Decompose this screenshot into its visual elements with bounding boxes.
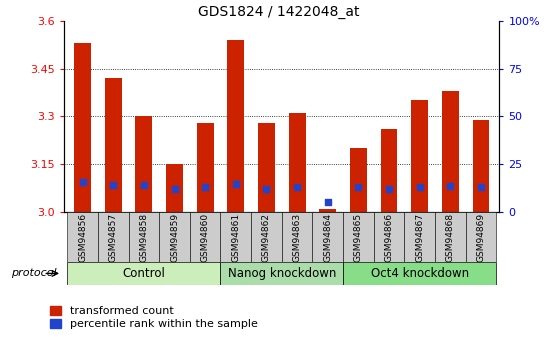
Point xyxy=(354,185,363,190)
Bar xyxy=(251,212,282,262)
Bar xyxy=(405,212,435,262)
Bar xyxy=(312,212,343,262)
Text: GSM94861: GSM94861 xyxy=(232,213,240,262)
Bar xyxy=(282,212,312,262)
Text: GSM94863: GSM94863 xyxy=(292,213,302,262)
Text: GSM94857: GSM94857 xyxy=(109,213,118,262)
Point xyxy=(109,183,118,188)
Bar xyxy=(67,262,220,285)
Bar xyxy=(197,123,214,212)
Point xyxy=(477,185,485,190)
Bar xyxy=(381,129,397,212)
Text: GSM94859: GSM94859 xyxy=(170,213,179,262)
Legend: transformed count, percentile rank within the sample: transformed count, percentile rank withi… xyxy=(50,306,258,329)
Text: GSM94858: GSM94858 xyxy=(140,213,148,262)
Bar xyxy=(166,164,183,212)
Point xyxy=(262,186,271,192)
Text: Oct4 knockdown: Oct4 knockdown xyxy=(371,267,469,280)
Point xyxy=(78,179,87,184)
Bar xyxy=(159,212,190,262)
Text: GSM94867: GSM94867 xyxy=(415,213,424,262)
Point xyxy=(232,182,240,187)
Bar xyxy=(435,212,466,262)
Point xyxy=(170,186,179,192)
Bar xyxy=(220,262,343,285)
Text: GSM94866: GSM94866 xyxy=(384,213,393,262)
Bar xyxy=(288,113,306,212)
Text: protocol: protocol xyxy=(11,268,57,278)
Bar xyxy=(466,212,497,262)
Bar xyxy=(105,78,122,212)
Text: GDS1824 / 1422048_at: GDS1824 / 1422048_at xyxy=(198,5,360,19)
Text: GSM94865: GSM94865 xyxy=(354,213,363,262)
Text: GSM94860: GSM94860 xyxy=(201,213,210,262)
Bar xyxy=(350,148,367,212)
Text: GSM94869: GSM94869 xyxy=(477,213,485,262)
Bar xyxy=(343,212,374,262)
Bar xyxy=(411,100,428,212)
Bar xyxy=(258,123,275,212)
Text: GSM94868: GSM94868 xyxy=(446,213,455,262)
Bar xyxy=(319,209,336,212)
Bar xyxy=(190,212,220,262)
Bar xyxy=(136,117,152,212)
Point xyxy=(323,199,332,204)
Text: GSM94862: GSM94862 xyxy=(262,213,271,262)
Bar xyxy=(228,40,244,212)
Bar xyxy=(442,91,459,212)
Bar xyxy=(67,212,98,262)
Point xyxy=(415,185,424,190)
Point xyxy=(292,185,301,190)
Bar xyxy=(374,212,405,262)
Text: Control: Control xyxy=(122,267,165,280)
Bar xyxy=(343,262,497,285)
Bar xyxy=(128,212,159,262)
Bar xyxy=(98,212,128,262)
Bar xyxy=(220,212,251,262)
Point xyxy=(446,184,455,189)
Point xyxy=(201,185,210,190)
Bar xyxy=(473,120,489,212)
Point xyxy=(140,183,148,188)
Text: GSM94864: GSM94864 xyxy=(323,213,332,262)
Bar xyxy=(74,43,91,212)
Text: Nanog knockdown: Nanog knockdown xyxy=(228,267,336,280)
Text: GSM94856: GSM94856 xyxy=(78,213,87,262)
Point xyxy=(384,186,393,192)
